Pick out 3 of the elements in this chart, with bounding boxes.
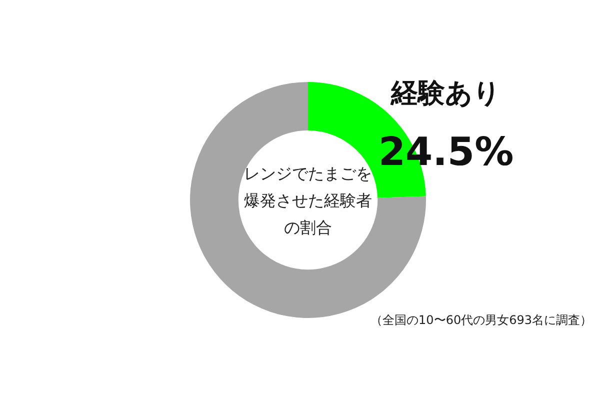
slice-label: 経験あり: [390, 78, 501, 110]
text: （全国の10〜60代の男女693名に調査）: [370, 312, 592, 329]
text: レンジでたまごを爆発させた経験者の割合: [243, 163, 373, 239]
